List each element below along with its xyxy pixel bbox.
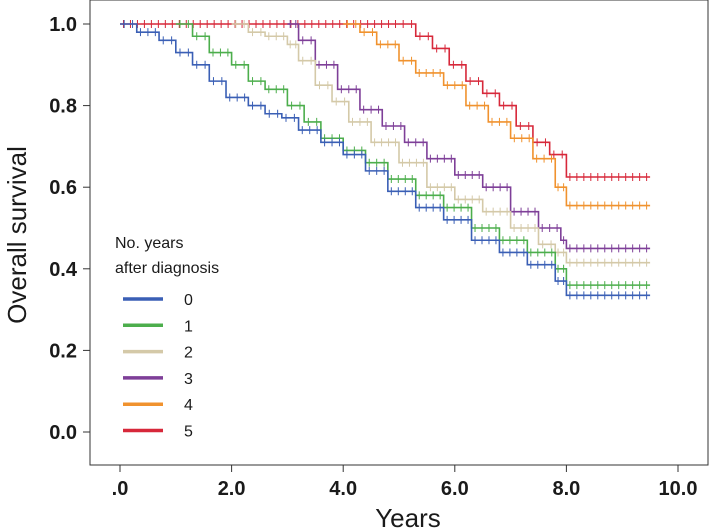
- x-tick-label: 4.0: [329, 478, 357, 500]
- survival-curve-4: [343, 23, 651, 207]
- legend-label-2: 2: [184, 345, 193, 362]
- legend-label-5: 5: [184, 424, 193, 441]
- series-4: [343, 20, 651, 210]
- y-axis-title: Overall survival: [2, 146, 32, 324]
- censor-ticks-1: [179, 20, 648, 290]
- y-tick-label: 0.8: [49, 96, 77, 118]
- x-tick-label: .0: [112, 478, 129, 500]
- x-tick-label: 2.0: [218, 478, 246, 500]
- legend-title-line2: after diagnosis: [115, 260, 219, 277]
- survival-curve-1: [175, 23, 651, 286]
- legend-label-4: 4: [184, 397, 193, 414]
- series-3: [287, 20, 651, 253]
- y-axis-ticks: 0.0 0.2 0.4 0.6 0.8 1.0: [49, 14, 90, 444]
- x-tick-label: 10.0: [659, 478, 698, 500]
- survival-curve-5: [120, 23, 651, 178]
- plot-frame: [89, 0, 709, 466]
- censor-ticks-3: [289, 20, 648, 253]
- y-tick-label: 1.0: [49, 14, 77, 36]
- legend-label-0: 0: [184, 292, 193, 309]
- x-axis-title: Years: [375, 503, 441, 532]
- censor-ticks-4: [346, 20, 648, 210]
- survival-curve-3: [287, 23, 651, 250]
- y-tick-label: 0.0: [49, 422, 77, 444]
- survival-curves: [120, 20, 651, 300]
- legend: No. years after diagnosis 0 1 2 3 4 5: [115, 235, 219, 441]
- series-0: [120, 20, 651, 300]
- series-1: [175, 20, 651, 290]
- x-tick-label: 6.0: [441, 478, 469, 500]
- censor-ticks-2: [235, 20, 648, 267]
- y-tick-label: 0.2: [49, 340, 77, 362]
- y-tick-label: 0.4: [49, 259, 78, 281]
- legend-items: 0 1 2 3 4 5: [123, 292, 193, 441]
- survival-curve-2: [231, 23, 651, 264]
- x-tick-label: 8.0: [552, 478, 580, 500]
- legend-label-1: 1: [184, 318, 193, 335]
- legend-title-line1: No. years: [115, 235, 183, 252]
- series-2: [231, 20, 651, 267]
- survival-curve-0: [120, 23, 651, 297]
- x-axis-ticks: .0 2.0 4.0 6.0 8.0 10.0: [112, 465, 698, 500]
- legend-label-3: 3: [184, 371, 193, 388]
- y-tick-label: 0.6: [49, 177, 77, 199]
- censor-ticks-0: [123, 20, 648, 300]
